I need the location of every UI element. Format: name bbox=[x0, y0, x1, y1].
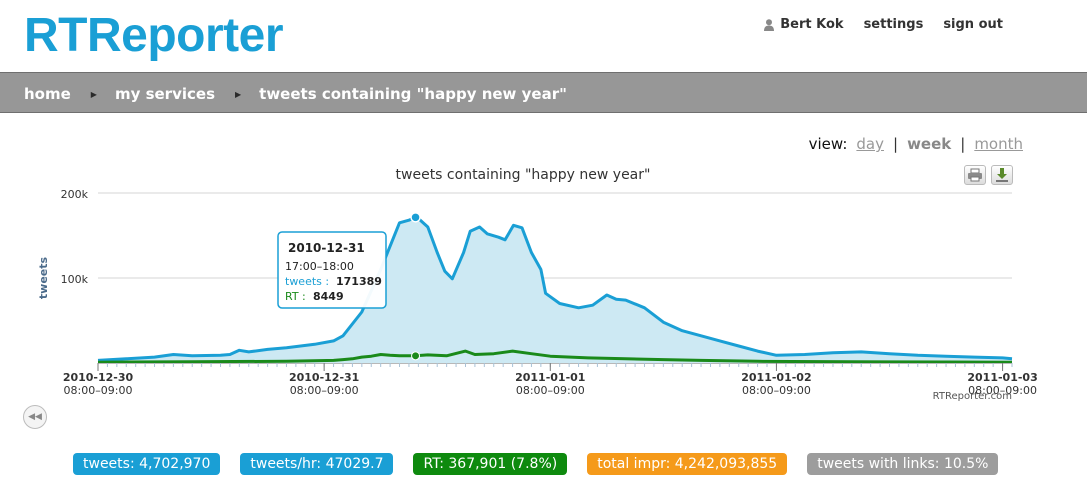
stat-total-impressions: total impr: 4,242,093,855 bbox=[587, 453, 788, 475]
stat-retweets: RT: 367,901 (7.8%) bbox=[413, 453, 568, 475]
breadcrumb-bar: home ▶ my services ▶ tweets containing "… bbox=[0, 72, 1087, 113]
breadcrumb-current: tweets containing "happy new year" bbox=[259, 85, 567, 103]
tooltip-box bbox=[277, 231, 387, 309]
rewind-button[interactable]: ◀◀ bbox=[23, 405, 47, 429]
x-tick-date: 2010-12-31 bbox=[289, 371, 359, 384]
x-tick-date: 2011-01-02 bbox=[741, 371, 811, 384]
x-tick-time: 08:00–09:00 bbox=[290, 384, 359, 397]
x-axis: 2010-12-3008:00–09:002010-12-3108:00–09:… bbox=[63, 363, 1038, 397]
tweets-area bbox=[98, 217, 1012, 363]
user-menu[interactable]: Bert Kok bbox=[764, 17, 844, 32]
y-tick-label: 200k bbox=[61, 188, 89, 201]
tooltip-range: 17:00–18:00 bbox=[285, 260, 354, 273]
settings-link[interactable]: settings bbox=[863, 17, 924, 32]
rt-hover-point bbox=[411, 351, 421, 361]
x-tick-time: 08:00–09:00 bbox=[742, 384, 811, 397]
sign-out-link[interactable]: sign out bbox=[943, 17, 1003, 32]
view-label: view: bbox=[808, 135, 848, 153]
chart-title: tweets containing "happy new year" bbox=[396, 167, 651, 183]
y-tick-label: 100k bbox=[61, 273, 89, 286]
breadcrumb-home[interactable]: home bbox=[24, 85, 71, 103]
triangle-right-icon: ▶ bbox=[90, 89, 97, 99]
x-tick-time: 08:00–09:00 bbox=[516, 384, 585, 397]
x-tick-date: 2010-12-30 bbox=[63, 371, 134, 384]
user-nav: Bert Kok settings sign out bbox=[764, 17, 1003, 32]
tooltip-tweets-label: tweets : bbox=[285, 275, 329, 288]
y-axis-label: tweets bbox=[37, 256, 50, 299]
user-icon bbox=[764, 18, 775, 31]
chart-credit[interactable]: RTReporter.com bbox=[933, 391, 1012, 402]
tooltip-rt-label: RT : bbox=[285, 290, 306, 303]
view-month[interactable]: month bbox=[974, 135, 1023, 153]
gridlines bbox=[98, 192, 1012, 279]
x-tick-time: 08:00–09:00 bbox=[64, 384, 133, 397]
print-icon bbox=[968, 168, 982, 182]
x-tick-date: 2011-01-03 bbox=[967, 371, 1037, 384]
download-icon bbox=[996, 168, 1008, 182]
tweets-line bbox=[97, 215, 1013, 362]
tooltip-date: 2010-12-31 bbox=[288, 241, 365, 255]
view-separator: | bbox=[960, 135, 966, 153]
rewind-icon: ◀◀ bbox=[28, 412, 42, 422]
x-tick-date: 2011-01-01 bbox=[515, 371, 585, 384]
stats-bar: tweets: 4,702,970 tweets/hr: 47029.7 RT:… bbox=[73, 453, 999, 475]
view-selector: view: day | week | month bbox=[809, 135, 1023, 153]
app-logo[interactable]: RTReporter bbox=[24, 9, 284, 62]
x-tick-time: 08:00–09:00 bbox=[968, 384, 1037, 397]
print-button[interactable] bbox=[964, 165, 986, 185]
tooltip-tweets-value: 171389 bbox=[336, 275, 382, 288]
chart-tooltip: 2010-12-31 17:00–18:00 tweets : 171389 R… bbox=[277, 231, 387, 309]
stat-tweets-per-hour: tweets/hr: 47029.7 bbox=[240, 453, 394, 475]
breadcrumb-services[interactable]: my services bbox=[114, 85, 215, 103]
tooltip-rt-value: 8449 bbox=[313, 290, 344, 303]
stat-tweets: tweets: 4,702,970 bbox=[73, 453, 221, 475]
view-day[interactable]: day bbox=[856, 135, 884, 153]
view-separator: | bbox=[893, 135, 899, 153]
header: RTReporter Bert Kok settings sign out bbox=[0, 0, 1087, 72]
username: Bert Kok bbox=[780, 17, 844, 32]
stat-tweets-with-links: tweets with links: 10.5% bbox=[807, 453, 999, 475]
series-layer bbox=[97, 212, 1013, 364]
rt-line bbox=[97, 349, 1013, 364]
view-week[interactable]: week bbox=[907, 135, 952, 153]
triangle-right-icon: ▶ bbox=[235, 89, 242, 99]
download-button[interactable] bbox=[991, 165, 1013, 185]
tweets-hover-point bbox=[410, 212, 421, 223]
breadcrumb: home ▶ my services ▶ tweets containing "… bbox=[24, 85, 567, 103]
tweets-chart: tweets containing "happy new year" tweet… bbox=[37, 167, 1038, 402]
